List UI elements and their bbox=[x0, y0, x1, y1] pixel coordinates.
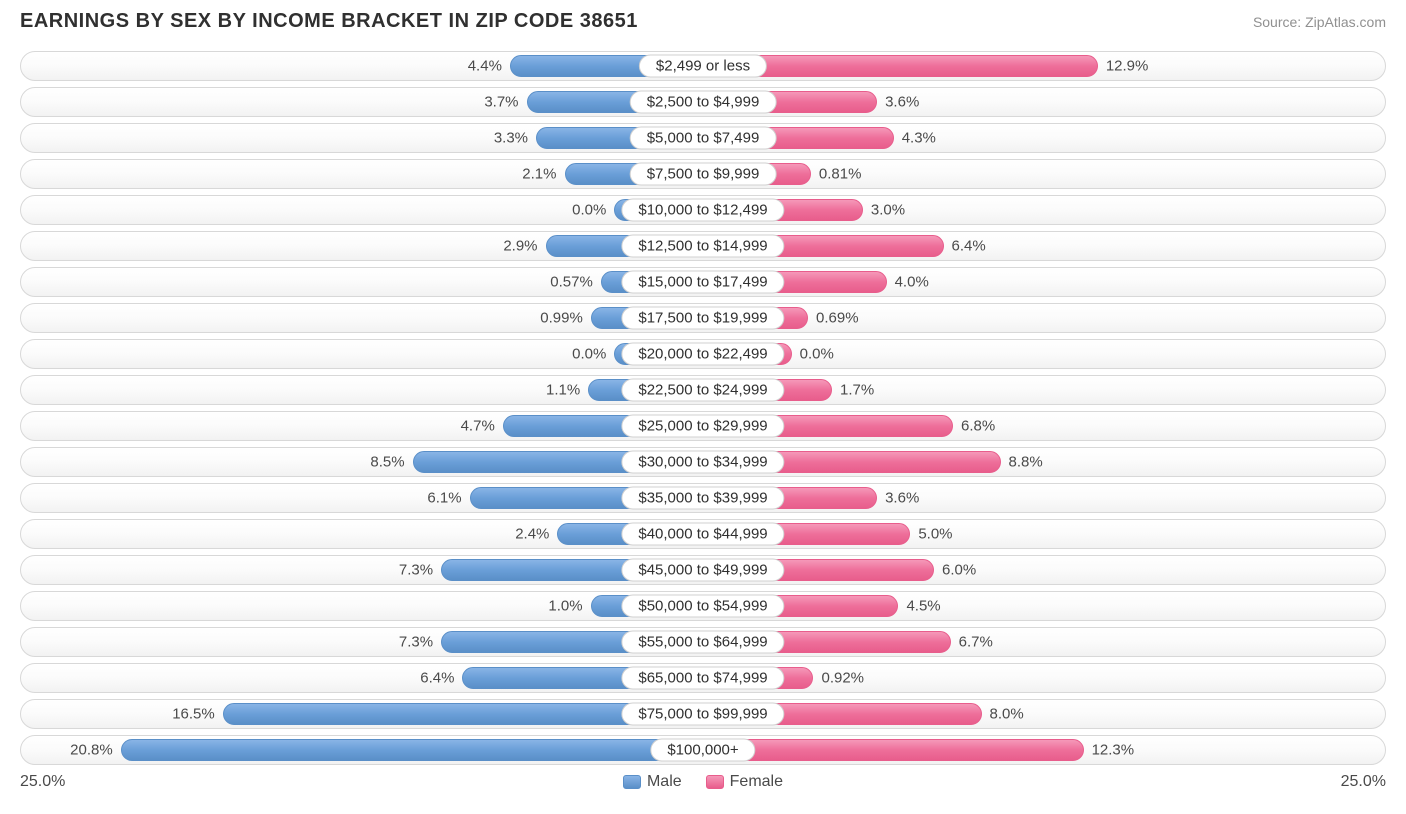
male-bar bbox=[121, 739, 703, 761]
bracket-label: $12,500 to $14,999 bbox=[621, 235, 784, 258]
female-pct-label: 4.3% bbox=[902, 130, 936, 147]
legend: Male Female bbox=[623, 773, 783, 791]
chart-row: 1.1% 1.7% $22,500 to $24,999 bbox=[20, 375, 1386, 405]
axis-max-left: 25.0% bbox=[20, 773, 65, 791]
diverging-bar-chart: 4.4% 12.9% $2,499 or less 3.7% 3.6% $2,500 to… bbox=[20, 51, 1386, 765]
chart-row: 6.4% 0.92% $65,000 to $74,999 bbox=[20, 663, 1386, 693]
chart-row: 4.7% 6.8% $25,000 to $29,999 bbox=[20, 411, 1386, 441]
female-bar bbox=[703, 739, 1084, 761]
bracket-label: $7,500 to $9,999 bbox=[630, 163, 777, 186]
female-pct-label: 3.6% bbox=[885, 94, 919, 111]
header: EARNINGS BY SEX BY INCOME BRACKET IN ZIP… bbox=[20, 10, 1386, 33]
male-pct-label: 1.1% bbox=[546, 382, 580, 399]
chart-row: 1.0% 4.5% $50,000 to $54,999 bbox=[20, 591, 1386, 621]
female-pct-label: 6.4% bbox=[952, 238, 986, 255]
male-swatch-icon bbox=[623, 775, 641, 789]
bracket-label: $2,500 to $4,999 bbox=[630, 91, 777, 114]
legend-item-female: Female bbox=[706, 773, 783, 791]
bracket-label: $55,000 to $64,999 bbox=[621, 631, 784, 654]
female-pct-label: 3.0% bbox=[871, 202, 905, 219]
female-swatch-icon bbox=[706, 775, 724, 789]
chart-row: 4.4% 12.9% $2,499 or less bbox=[20, 51, 1386, 81]
male-pct-label: 6.1% bbox=[427, 490, 461, 507]
male-pct-label: 7.3% bbox=[399, 634, 433, 651]
male-pct-label: 2.1% bbox=[522, 166, 556, 183]
female-pct-label: 8.0% bbox=[990, 706, 1024, 723]
female-pct-label: 0.0% bbox=[800, 346, 834, 363]
male-pct-label: 4.7% bbox=[461, 418, 495, 435]
source-attribution: Source: ZipAtlas.com bbox=[1253, 14, 1386, 30]
male-pct-label: 6.4% bbox=[420, 670, 454, 687]
female-pct-label: 6.8% bbox=[961, 418, 995, 435]
chart-row: 3.3% 4.3% $5,000 to $7,499 bbox=[20, 123, 1386, 153]
chart-row: 2.4% 5.0% $40,000 to $44,999 bbox=[20, 519, 1386, 549]
chart-row: 0.0% 3.0% $10,000 to $12,499 bbox=[20, 195, 1386, 225]
male-pct-label: 3.7% bbox=[484, 94, 518, 111]
bracket-label: $30,000 to $34,999 bbox=[621, 451, 784, 474]
female-pct-label: 12.3% bbox=[1092, 742, 1135, 759]
female-pct-label: 4.5% bbox=[906, 598, 940, 615]
chart-title: EARNINGS BY SEX BY INCOME BRACKET IN ZIP… bbox=[20, 10, 638, 33]
chart-row: 16.5% 8.0% $75,000 to $99,999 bbox=[20, 699, 1386, 729]
bracket-label: $35,000 to $39,999 bbox=[621, 487, 784, 510]
chart-row: 7.3% 6.7% $55,000 to $64,999 bbox=[20, 627, 1386, 657]
female-pct-label: 3.6% bbox=[885, 490, 919, 507]
bracket-label: $40,000 to $44,999 bbox=[621, 523, 784, 546]
male-pct-label: 0.99% bbox=[540, 310, 583, 327]
bracket-label: $65,000 to $74,999 bbox=[621, 667, 784, 690]
male-pct-label: 0.0% bbox=[572, 346, 606, 363]
bracket-label: $100,000+ bbox=[650, 739, 755, 762]
legend-female-label: Female bbox=[730, 773, 783, 791]
bracket-label: $45,000 to $49,999 bbox=[621, 559, 784, 582]
bracket-label: $20,000 to $22,499 bbox=[621, 343, 784, 366]
chart-footer: 25.0% Male Female 25.0% bbox=[20, 773, 1386, 791]
male-pct-label: 1.0% bbox=[548, 598, 582, 615]
female-pct-label: 0.92% bbox=[821, 670, 864, 687]
chart-row: 2.1% 0.81% $7,500 to $9,999 bbox=[20, 159, 1386, 189]
chart-row: 0.99% 0.69% $17,500 to $19,999 bbox=[20, 303, 1386, 333]
male-pct-label: 0.57% bbox=[550, 274, 593, 291]
female-pct-label: 5.0% bbox=[918, 526, 952, 543]
female-pct-label: 6.0% bbox=[942, 562, 976, 579]
chart-row: 7.3% 6.0% $45,000 to $49,999 bbox=[20, 555, 1386, 585]
bracket-label: $2,499 or less bbox=[639, 55, 767, 78]
male-pct-label: 7.3% bbox=[399, 562, 433, 579]
chart-row: 6.1% 3.6% $35,000 to $39,999 bbox=[20, 483, 1386, 513]
chart-row: 3.7% 3.6% $2,500 to $4,999 bbox=[20, 87, 1386, 117]
male-pct-label: 8.5% bbox=[370, 454, 404, 471]
male-pct-label: 0.0% bbox=[572, 202, 606, 219]
bracket-label: $25,000 to $29,999 bbox=[621, 415, 784, 438]
female-pct-label: 4.0% bbox=[895, 274, 929, 291]
male-pct-label: 20.8% bbox=[70, 742, 113, 759]
male-pct-label: 3.3% bbox=[494, 130, 528, 147]
male-pct-label: 16.5% bbox=[172, 706, 215, 723]
legend-male-label: Male bbox=[647, 773, 682, 791]
female-pct-label: 8.8% bbox=[1009, 454, 1043, 471]
female-pct-label: 6.7% bbox=[959, 634, 993, 651]
female-pct-label: 1.7% bbox=[840, 382, 874, 399]
chart-row: 20.8% 12.3% $100,000+ bbox=[20, 735, 1386, 765]
chart-row: 8.5% 8.8% $30,000 to $34,999 bbox=[20, 447, 1386, 477]
bracket-label: $75,000 to $99,999 bbox=[621, 703, 784, 726]
male-pct-label: 4.4% bbox=[468, 58, 502, 75]
bracket-label: $5,000 to $7,499 bbox=[630, 127, 777, 150]
axis-max-right: 25.0% bbox=[1341, 773, 1386, 791]
bracket-label: $50,000 to $54,999 bbox=[621, 595, 784, 618]
legend-item-male: Male bbox=[623, 773, 682, 791]
chart-row: 2.9% 6.4% $12,500 to $14,999 bbox=[20, 231, 1386, 261]
bracket-label: $17,500 to $19,999 bbox=[621, 307, 784, 330]
bracket-label: $15,000 to $17,499 bbox=[621, 271, 784, 294]
male-pct-label: 2.4% bbox=[515, 526, 549, 543]
female-pct-label: 0.81% bbox=[819, 166, 862, 183]
chart-row: 0.0% 0.0% $20,000 to $22,499 bbox=[20, 339, 1386, 369]
female-pct-label: 0.69% bbox=[816, 310, 859, 327]
bracket-label: $10,000 to $12,499 bbox=[621, 199, 784, 222]
male-pct-label: 2.9% bbox=[503, 238, 537, 255]
chart-row: 0.57% 4.0% $15,000 to $17,499 bbox=[20, 267, 1386, 297]
bracket-label: $22,500 to $24,999 bbox=[621, 379, 784, 402]
female-pct-label: 12.9% bbox=[1106, 58, 1149, 75]
